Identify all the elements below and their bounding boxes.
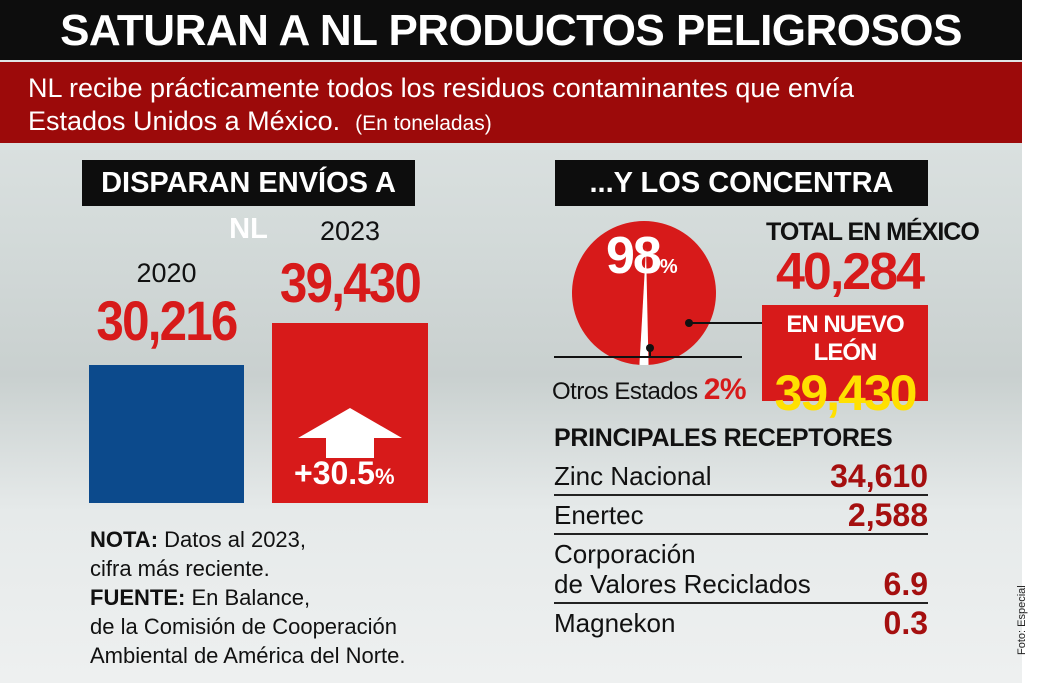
pie-slice-otros-estados (639, 248, 649, 365)
table-title: PRINCIPALES RECEPTORES (554, 424, 893, 452)
fuente-text: En Balance, (185, 585, 311, 610)
table-row: Enertec 2,588 (554, 496, 928, 535)
pie-main-label: 98% (606, 226, 678, 286)
subtitle-line2: Estados Unidos a México. (28, 106, 341, 136)
nota-text: Datos al 2023, (158, 527, 307, 552)
fuente-label: FUENTE: (90, 585, 186, 610)
row-value: 0.3 (883, 605, 928, 641)
subtitle-line1: NL recibe prácticamente todos los residu… (28, 73, 854, 103)
receivers-table: PRINCIPALES RECEPTORES Zinc Nacional 34,6… (554, 424, 928, 641)
change-label: +30.5% (294, 455, 395, 492)
row-value: 6.9 (883, 566, 928, 602)
nl-value: 39,430 (774, 365, 918, 421)
change-value: +30.5 (294, 455, 375, 491)
row-name-line2: de Valores Reciclados (554, 569, 811, 599)
nl-box: EN NUEVO LEÓN 39,430 (762, 305, 928, 419)
photo-credit: Foto: Especial (1016, 585, 1028, 655)
page-title: SATURAN A NL PRODUCTOS PELIGROSOS (0, 0, 1022, 60)
table-row: Corporación de Valores Reciclados 6.9 (554, 535, 928, 604)
nota-label: NOTA: (90, 527, 159, 552)
pie-chart (572, 221, 716, 365)
fuente-line3: Ambiental de América del Norte. (90, 643, 406, 668)
bar-2020 (89, 365, 244, 503)
table-row: Magnekon 0.3 (554, 604, 928, 641)
fuente-line2: de la Comisión de Cooperación (90, 614, 397, 639)
table-row: Zinc Nacional 34,610 (554, 457, 928, 496)
bar-value-2023: 39,430 (279, 251, 422, 314)
row-value: 34,610 (830, 458, 928, 494)
divider (554, 356, 742, 358)
row-name: Magnekon (554, 608, 676, 638)
change-unit: % (374, 464, 395, 489)
bar-chart-title: DISPARAN ENVÍOS A NL (82, 160, 415, 245)
total-value: 40,284 (776, 243, 925, 301)
bar-value-2020: 30,216 (96, 289, 238, 352)
row-name: Enertec (554, 500, 644, 530)
total-label: TOTAL EN MÉXICO (766, 218, 980, 246)
subtitle: NL recibe prácticamente todos los residu… (0, 62, 1022, 143)
pie-main-unit: % (659, 256, 678, 278)
bar-label-2023: 2023 (319, 216, 381, 246)
other-label: Otros Estados (552, 378, 698, 405)
arrow-up-icon (298, 408, 402, 458)
pie-chart-title: ...Y LOS CONCENTRA (555, 160, 928, 206)
nl-label: EN NUEVO LEÓN (786, 311, 904, 366)
bar-label-2020: 2020 (136, 258, 197, 288)
row-value: 2,588 (847, 497, 928, 533)
row-name: Corporación (554, 539, 696, 569)
note: NOTA: Datos al 2023, cifra más reciente.… (90, 525, 406, 670)
other-value: 2% (703, 373, 747, 406)
leader-lines (646, 319, 763, 357)
nota-line2: cifra más reciente. (90, 556, 270, 581)
row-name: Zinc Nacional (554, 461, 712, 491)
pie-main-value: 98 (606, 227, 662, 285)
unit-label: (En toneladas) (355, 112, 492, 135)
other-states-label: Otros Estados 2% (552, 373, 747, 407)
